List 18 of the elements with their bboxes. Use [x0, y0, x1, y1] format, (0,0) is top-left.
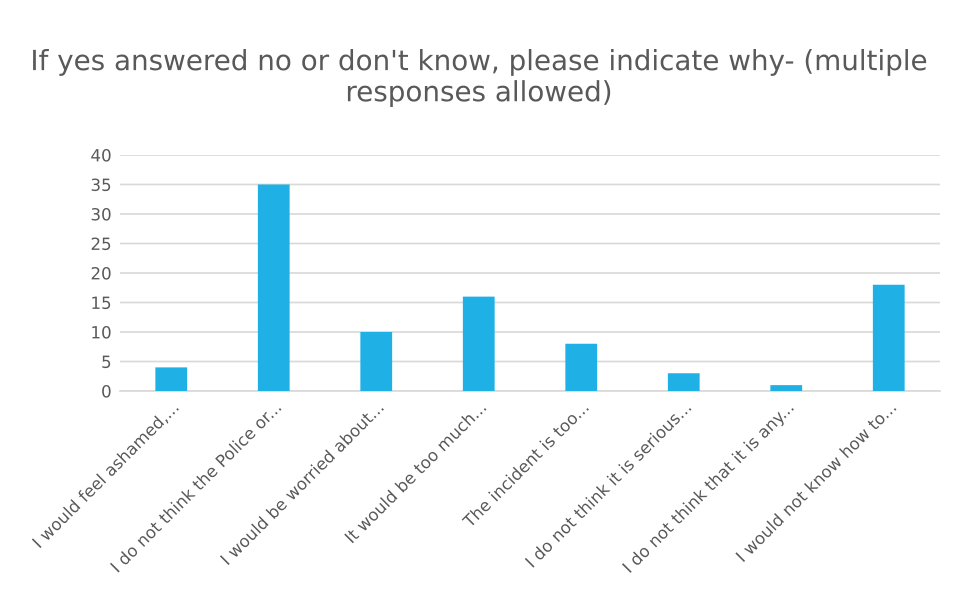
y-tick-label: 5	[102, 356, 110, 368]
bar	[462, 296, 495, 391]
y-tick-label: 0	[102, 384, 111, 398]
y-tick-label: 15	[92, 296, 110, 310]
bar	[668, 373, 700, 391]
y-tick-label: 30	[92, 208, 111, 221]
chart-title: If yes answered no or don't know, please indicate why- (multiple responses allowed)	[33, 49, 926, 107]
y-tick-label: 20	[92, 266, 111, 280]
y-tick-label: 10	[92, 326, 111, 339]
bar	[770, 385, 802, 391]
y-tick-label: 25	[92, 237, 110, 250]
bar	[565, 344, 598, 391]
bar	[155, 367, 188, 391]
bar	[872, 284, 905, 391]
bar	[258, 184, 290, 391]
y-tick-label: 35	[92, 178, 110, 192]
bar	[360, 332, 392, 391]
y-tick-label: 40	[91, 148, 111, 162]
